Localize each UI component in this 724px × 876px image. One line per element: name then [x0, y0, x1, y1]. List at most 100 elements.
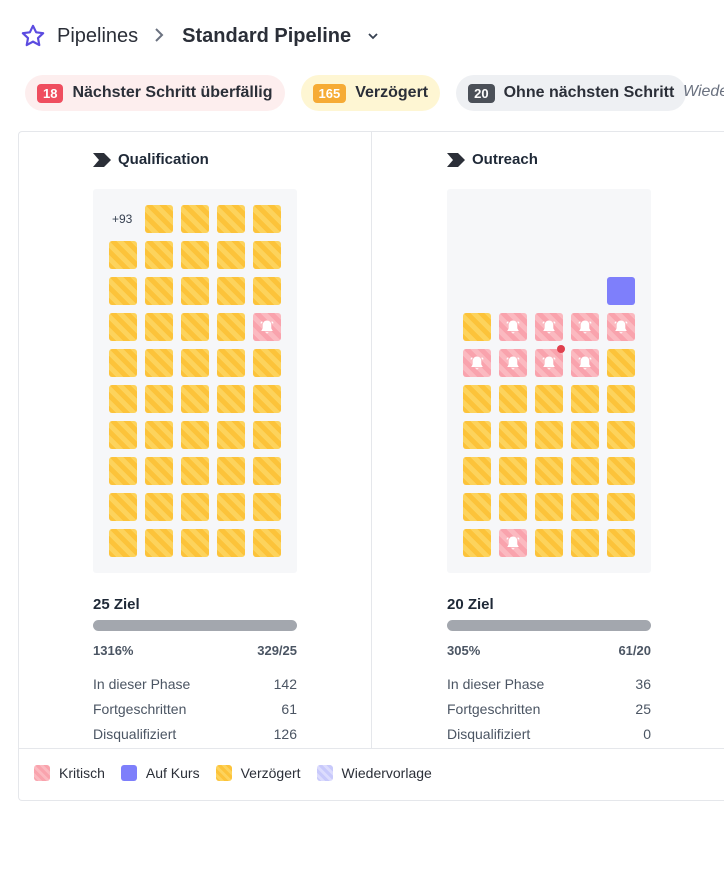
deal-tile-critical[interactable] [499, 349, 527, 377]
deal-tile-delayed[interactable] [109, 529, 137, 557]
deal-tile-delayed[interactable] [217, 349, 245, 377]
deal-tile-on-track[interactable] [607, 277, 635, 305]
deal-tile-delayed[interactable] [463, 529, 491, 557]
deal-tile-delayed[interactable] [607, 493, 635, 521]
legend-label: Verzögert [240, 765, 301, 781]
deal-tile-delayed[interactable] [463, 421, 491, 449]
deal-tile-delayed[interactable] [217, 205, 245, 233]
deal-tile-critical[interactable] [253, 313, 281, 341]
deal-tile-delayed[interactable] [253, 421, 281, 449]
deal-tile-delayed[interactable] [535, 457, 563, 485]
deal-tile-critical[interactable] [463, 349, 491, 377]
deal-tile-delayed[interactable] [253, 457, 281, 485]
deal-tile-delayed[interactable] [535, 421, 563, 449]
deal-tile-delayed[interactable] [109, 457, 137, 485]
filter-chip-overdue[interactable]: 18 Nächster Schritt überfällig [25, 75, 285, 111]
deal-tile-delayed[interactable] [217, 529, 245, 557]
deal-tile-delayed[interactable] [499, 385, 527, 413]
deal-tile-critical[interactable] [535, 345, 565, 377]
deal-tile-delayed[interactable] [253, 205, 281, 233]
deal-tile-delayed[interactable] [463, 457, 491, 485]
delayed-swatch-icon [215, 765, 232, 781]
deal-tile-delayed[interactable] [253, 349, 281, 377]
deal-tile-delayed[interactable] [463, 313, 491, 341]
deal-tile-delayed[interactable] [571, 493, 599, 521]
deal-tile-delayed[interactable] [571, 529, 599, 557]
deal-tile-delayed[interactable] [181, 205, 209, 233]
deal-tile-delayed[interactable] [607, 529, 635, 557]
legend-item-delayed: Verzögert [215, 765, 301, 781]
deal-tile-critical[interactable] [607, 313, 635, 341]
deal-tile-delayed[interactable] [253, 241, 281, 269]
deal-tile-delayed[interactable] [253, 385, 281, 413]
filter-chip-follow-up[interactable]: Wiede [683, 83, 724, 100]
deal-tile-delayed[interactable] [217, 421, 245, 449]
deal-tile-delayed[interactable] [145, 457, 173, 485]
deal-tile-delayed[interactable] [217, 385, 245, 413]
deal-tile-delayed[interactable] [181, 349, 209, 377]
deal-tile-delayed[interactable] [535, 385, 563, 413]
filter-chip-no-next-step[interactable]: 20 Ohne nächsten Schritt [456, 75, 687, 111]
deal-tile-delayed[interactable] [571, 457, 599, 485]
stage-title-qualification[interactable]: Qualification [93, 151, 209, 168]
deal-tile-delayed[interactable] [109, 385, 137, 413]
deal-tile-delayed[interactable] [217, 493, 245, 521]
deal-tile-delayed[interactable] [181, 313, 209, 341]
deal-tile-delayed[interactable] [217, 457, 245, 485]
deal-tile-delayed[interactable] [253, 277, 281, 305]
deal-tile-critical[interactable] [571, 349, 599, 377]
deal-tile-delayed[interactable] [253, 493, 281, 521]
deal-tile-delayed[interactable] [535, 529, 563, 557]
deal-tile-critical[interactable] [499, 529, 527, 557]
deal-tile-delayed[interactable] [109, 421, 137, 449]
filter-chip-delayed[interactable]: 165 Verzögert [300, 75, 441, 111]
deal-tile-delayed[interactable] [181, 277, 209, 305]
deal-tile-critical[interactable] [571, 313, 599, 341]
deal-tile-delayed[interactable] [145, 277, 173, 305]
deal-tile-delayed[interactable] [109, 277, 137, 305]
deal-tile-delayed[interactable] [181, 457, 209, 485]
deal-tile-delayed[interactable] [535, 493, 563, 521]
deal-tile-delayed[interactable] [217, 313, 245, 341]
deal-tile-delayed[interactable] [571, 421, 599, 449]
deal-tile-delayed[interactable] [145, 385, 173, 413]
deal-tile-delayed[interactable] [499, 421, 527, 449]
deal-tile-delayed[interactable] [145, 421, 173, 449]
deal-tile-delayed[interactable] [607, 421, 635, 449]
deal-tile-delayed[interactable] [607, 457, 635, 485]
deal-tile-delayed[interactable] [145, 493, 173, 521]
deal-tile-delayed[interactable] [607, 385, 635, 413]
deal-tile-delayed[interactable] [145, 241, 173, 269]
deal-tile-delayed[interactable] [145, 313, 173, 341]
stage-title-outreach[interactable]: Outreach [447, 151, 538, 168]
deal-tile-delayed[interactable] [181, 241, 209, 269]
deal-tile-delayed[interactable] [463, 493, 491, 521]
deal-tile-delayed[interactable] [181, 493, 209, 521]
deal-tile-delayed[interactable] [217, 241, 245, 269]
deal-tile-delayed[interactable] [253, 529, 281, 557]
pipeline-selector[interactable]: Standard Pipeline [182, 25, 379, 48]
deal-tile-delayed[interactable] [145, 529, 173, 557]
deal-tile-delayed[interactable] [607, 349, 635, 377]
deal-tile-delayed[interactable] [181, 529, 209, 557]
deal-tile-delayed[interactable] [571, 385, 599, 413]
deal-tile-delayed[interactable] [499, 493, 527, 521]
breadcrumb-pipelines-link[interactable]: Pipelines [57, 24, 139, 47]
deal-tile-delayed[interactable] [217, 277, 245, 305]
deal-tile-delayed[interactable] [109, 493, 137, 521]
deal-tile-delayed[interactable] [109, 313, 137, 341]
deal-tile-delayed[interactable] [109, 241, 137, 269]
deal-tile-delayed[interactable] [499, 457, 527, 485]
filter-count: 165 [312, 83, 347, 103]
deal-tile-delayed[interactable] [463, 385, 491, 413]
deal-tile-delayed[interactable] [181, 421, 209, 449]
deal-tile-critical[interactable] [499, 313, 527, 341]
overflow-count[interactable]: +93 [112, 212, 133, 226]
deal-tile-delayed[interactable] [181, 385, 209, 413]
star-icon[interactable] [20, 23, 46, 49]
deal-tile-delayed[interactable] [145, 205, 173, 233]
legend-label: Auf Kurs [145, 765, 200, 781]
deal-tile-critical[interactable] [535, 313, 563, 341]
deal-tile-delayed[interactable] [145, 349, 173, 377]
deal-tile-delayed[interactable] [109, 349, 137, 377]
